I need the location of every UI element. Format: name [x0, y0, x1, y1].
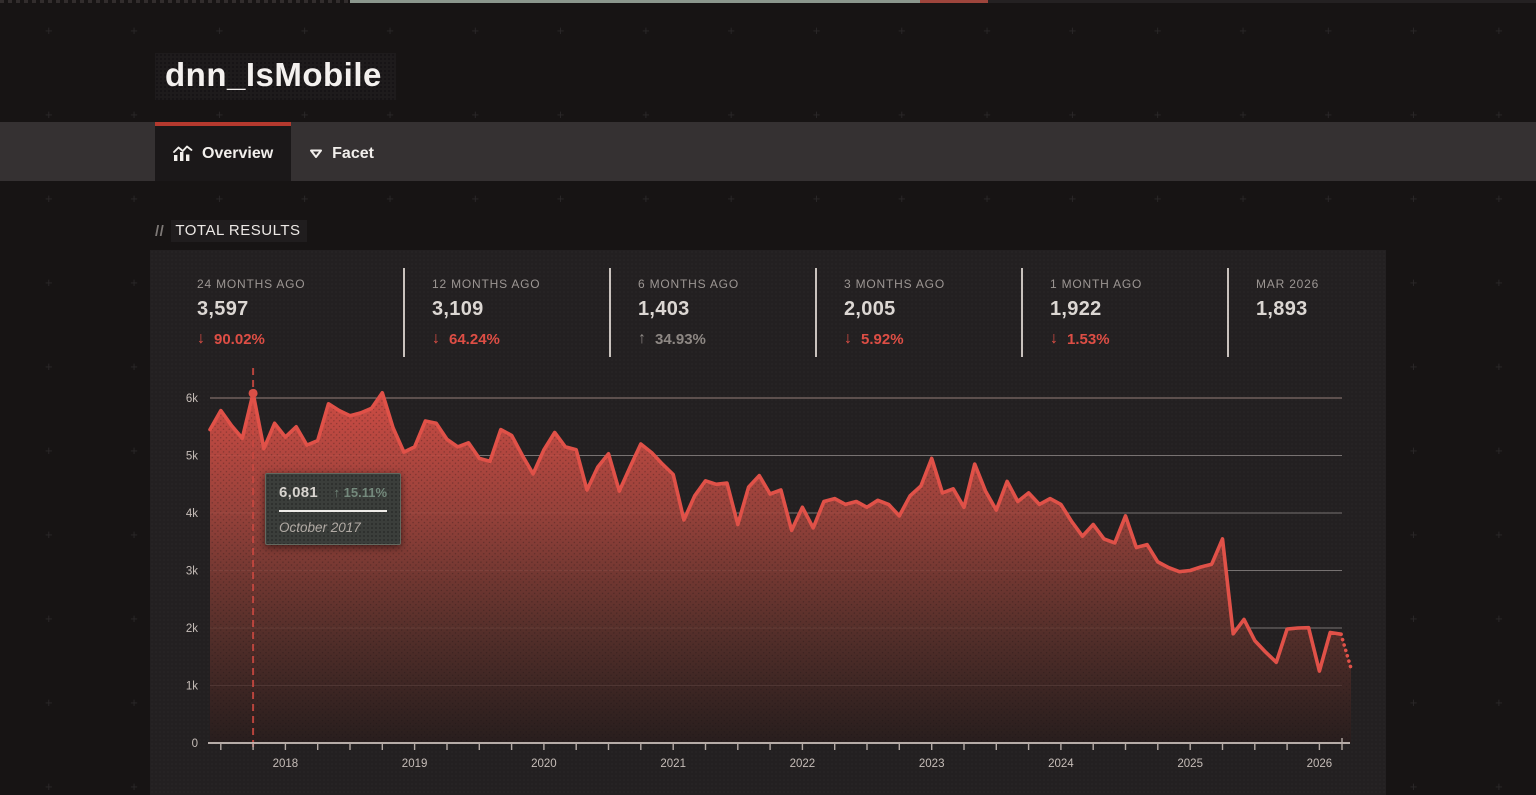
stat-value: 1,922	[1050, 298, 1102, 320]
stat-label: 24 MONTHS AGO	[197, 277, 306, 291]
strip-segment-sage	[350, 0, 920, 3]
stat-card-3-months: 3 MONTHS AGO 2,005 ↓ 5.92%	[815, 268, 1021, 357]
summary-stats-row: 24 MONTHS AGO 3,597 ↓ 90.02% 12 MONTHS A…	[197, 268, 1433, 357]
svg-text:0: 0	[192, 738, 198, 750]
svg-text:2021: 2021	[660, 758, 686, 770]
svg-text:6k: 6k	[186, 393, 198, 405]
down-arrow-icon: ↓	[432, 330, 440, 347]
strip-segment-dark	[988, 0, 1536, 3]
strip-segment-dashes	[0, 0, 350, 3]
stat-change: ↑ 34.93%	[638, 330, 815, 348]
svg-text:2023: 2023	[919, 758, 945, 770]
stat-change: ↓ 90.02%	[197, 330, 403, 348]
stat-label: 6 MONTHS AGO	[638, 277, 739, 291]
svg-text:2019: 2019	[402, 758, 428, 770]
svg-text:2020: 2020	[531, 758, 557, 770]
stat-label: 3 MONTHS AGO	[844, 277, 945, 291]
area-chart[interactable]: 0 1k 2k 3k 4k 5k 6k 2018 2019 2020 2021 2022 2023 202…	[150, 360, 1386, 795]
stat-change-pct: 64.24%	[449, 330, 500, 348]
svg-text:2k: 2k	[186, 623, 198, 635]
svg-text:5k: 5k	[186, 451, 198, 463]
total-results-panel: 24 MONTHS AGO 3,597 ↓ 90.02% 12 MONTHS A…	[150, 250, 1386, 795]
tab-overview-label: Overview	[202, 144, 274, 162]
tab-facet-label: Facet	[332, 144, 374, 162]
tooltip-pct: 15.11%	[343, 485, 387, 500]
svg-text:3k: 3k	[186, 566, 198, 578]
tooltip-change: ↑ 15.11%	[334, 485, 388, 500]
stat-label: 12 MONTHS AGO	[432, 277, 541, 291]
tab-bar: Overview Facet	[0, 122, 1536, 181]
up-arrow-icon: ↑	[638, 330, 646, 347]
stat-value: 1,403	[638, 298, 690, 320]
section-prefix: //	[155, 222, 165, 240]
stat-change: ↓ 1.53%	[1050, 330, 1227, 348]
page-title: dnn_IsMobile	[155, 53, 396, 100]
stat-value: 2,005	[844, 298, 896, 320]
page-header: dnn_IsMobile	[155, 53, 396, 100]
chart-icon	[173, 145, 193, 163]
stat-change-pct: 90.02%	[214, 330, 265, 348]
stat-label: MAR 2026	[1256, 277, 1320, 291]
svg-text:4k: 4k	[186, 508, 198, 520]
section-heading: // TOTAL RESULTS	[155, 220, 308, 242]
top-progress-strip	[0, 0, 1536, 3]
up-arrow-icon: ↑	[333, 485, 341, 500]
tab-facet[interactable]: Facet	[291, 122, 392, 181]
svg-text:2018: 2018	[273, 758, 299, 770]
svg-text:2025: 2025	[1177, 758, 1203, 770]
svg-text:2026: 2026	[1307, 758, 1333, 770]
section-title: TOTAL RESULTS	[171, 220, 308, 242]
stat-card-24-months: 24 MONTHS AGO 3,597 ↓ 90.02%	[197, 268, 403, 357]
stat-value: 1,893	[1256, 298, 1308, 320]
down-arrow-icon: ↓	[1050, 330, 1058, 347]
stat-change: ↓ 64.24%	[432, 330, 609, 348]
stat-label: 1 MONTH AGO	[1050, 277, 1143, 291]
stat-card-current-month: MAR 2026 1,893	[1227, 268, 1433, 357]
svg-text:2024: 2024	[1048, 758, 1074, 770]
down-arrow-icon: ↓	[197, 330, 205, 347]
stat-change: ↓ 5.92%	[844, 330, 1021, 348]
stat-value: 3,109	[432, 298, 484, 320]
stat-change-pct: 5.92%	[861, 330, 904, 348]
tab-overview[interactable]: Overview	[155, 122, 292, 181]
chart-tooltip: 6,081 ↑ 15.11% October 2017	[265, 473, 401, 545]
stat-change-pct: 1.53%	[1067, 330, 1110, 348]
strip-segment-red	[920, 0, 988, 3]
stat-value: 3,597	[197, 298, 249, 320]
svg-text:1k: 1k	[186, 681, 198, 693]
stat-change-pct: 34.93%	[655, 330, 706, 348]
tooltip-value: 6,081	[279, 484, 319, 501]
down-arrow-icon: ↓	[844, 330, 852, 347]
stat-card-6-months: 6 MONTHS AGO 1,403 ↑ 34.93%	[609, 268, 815, 357]
stat-card-12-months: 12 MONTHS AGO 3,109 ↓ 64.24%	[403, 268, 609, 357]
tooltip-separator	[279, 510, 387, 512]
svg-text:2022: 2022	[790, 758, 816, 770]
triangle-down-icon	[309, 149, 323, 159]
stat-card-1-month: 1 MONTH AGO 1,922 ↓ 1.53%	[1021, 268, 1227, 357]
tooltip-date: October 2017	[279, 520, 361, 535]
